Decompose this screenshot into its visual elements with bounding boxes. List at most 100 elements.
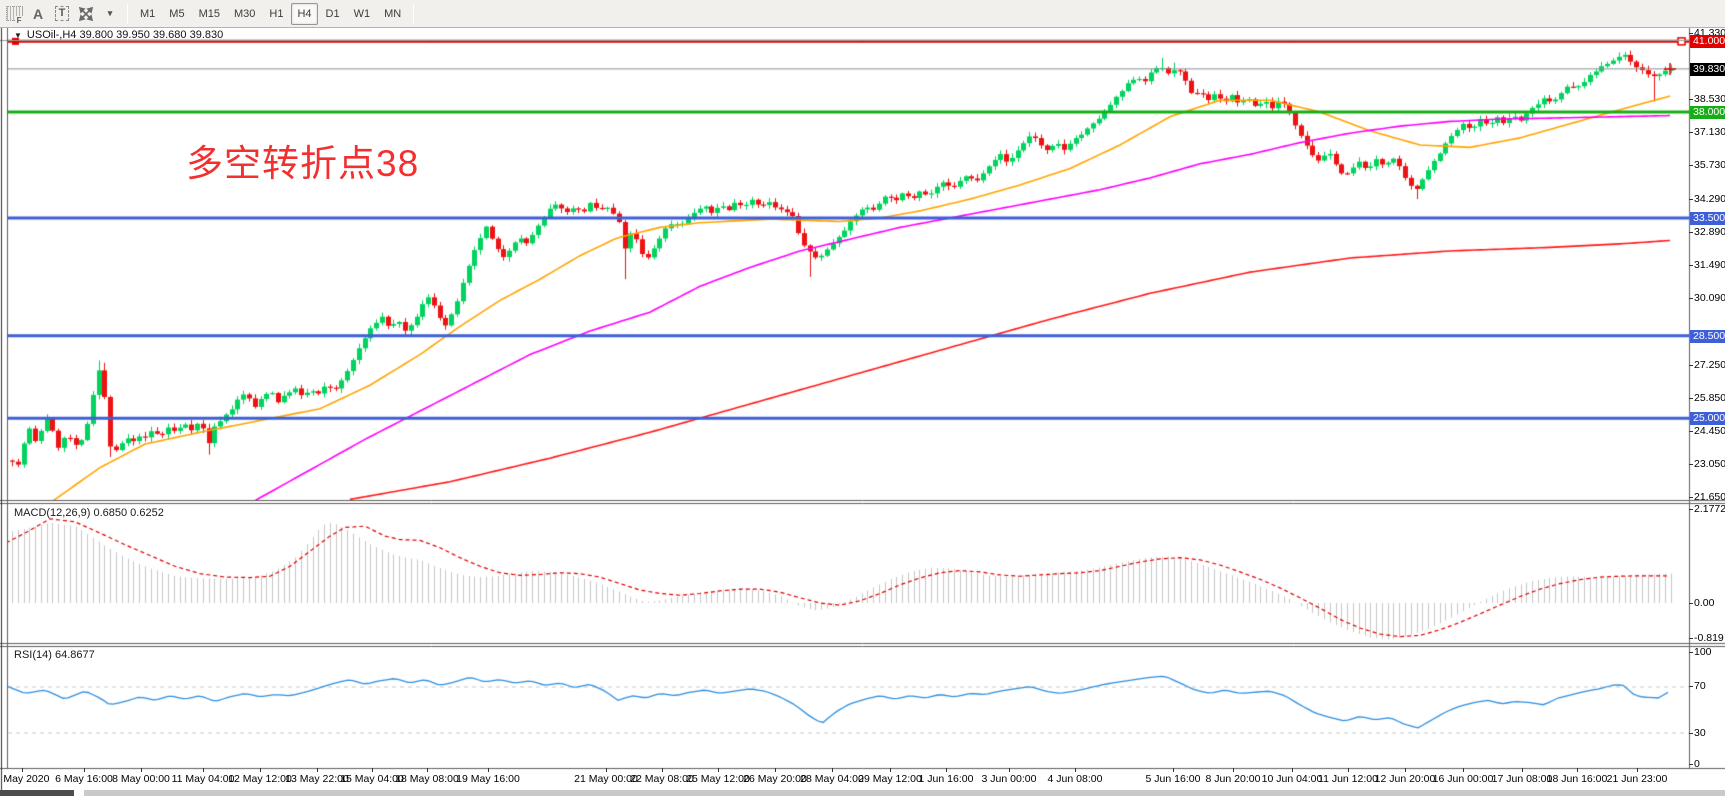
- price-tick-24.450: 24.450: [1694, 425, 1725, 437]
- time-label: 18 May 08:00: [395, 773, 459, 785]
- time-label: 25 May 12:00: [686, 773, 750, 785]
- time-tick: [662, 768, 663, 772]
- price-tick-35.730: 35.730: [1694, 159, 1725, 171]
- time-tick: [718, 768, 719, 772]
- macd-tick-0.00-dash: [1689, 603, 1693, 604]
- time-label: 18 Jun 16:00: [1546, 773, 1608, 785]
- time-tick: [775, 768, 776, 772]
- text-box-icon[interactable]: T: [51, 3, 73, 25]
- time-tick: [1577, 768, 1578, 772]
- time-label: 13 May 22:00: [285, 773, 349, 785]
- chart-title[interactable]: ▼ USOil-,H4 39.800 39.950 39.680 39.830: [14, 29, 223, 41]
- time-label: 17 Jun 08:00: [1491, 773, 1553, 785]
- rsi-tick-0-dash: [1689, 764, 1693, 765]
- timeframe-button-w1[interactable]: W1: [353, 7, 371, 20]
- price-badge-28.500: 28.500: [1690, 329, 1725, 343]
- symbol-ohlc-text: USOil-,H4 39.800 39.950 39.680 39.830: [26, 29, 224, 41]
- timeframe-button-m1[interactable]: M1: [140, 7, 156, 20]
- time-tick: [890, 768, 891, 772]
- time-tick: [1463, 768, 1464, 772]
- price-badge-39.830: 39.830: [1690, 62, 1725, 76]
- price-tick-32.890: 32.890: [1694, 226, 1725, 238]
- price-tick-38.530: 38.530: [1694, 93, 1725, 105]
- time-label: 11 May 04:00: [171, 773, 235, 785]
- time-label: 16 Jun 00:00: [1432, 773, 1494, 785]
- timeframe-group: M1 M5 M15 M30 H1 H4 D1 W1 MN: [133, 2, 408, 25]
- rsi-tick-70: 70: [1694, 680, 1706, 692]
- chart-collapse-icon[interactable]: ▼: [14, 31, 22, 40]
- macd-tick--0.819-dash: [1689, 638, 1693, 639]
- time-label: 10 Jun 04:00: [1261, 773, 1323, 785]
- chart-canvas[interactable]: [0, 28, 1725, 796]
- macd-tick-0.00: 0.00: [1694, 597, 1715, 609]
- price-tick-23.050-dash: [1689, 464, 1693, 465]
- time-tick: [84, 768, 85, 772]
- time-axis[interactable]: 5 May 2020 6 May 16:00 8 May 00:00 11 May 0…: [0, 768, 1725, 796]
- price-tick-41.330: 41.330: [1694, 28, 1725, 39]
- toolbar-separator: [127, 3, 128, 24]
- rsi-tick-70-dash: [1689, 686, 1693, 687]
- timeframe-button-m30[interactable]: M30: [233, 7, 256, 20]
- price-tick-34.290: 34.290: [1694, 193, 1725, 205]
- toolbar: F A T ▾ M1 M5 M15 M30 H1 H4 D1 W1 MN: [0, 0, 1725, 28]
- toolbar-separator: [413, 3, 415, 24]
- time-tick: [427, 768, 428, 772]
- time-label: 5 Jun 16:00: [1145, 773, 1201, 785]
- price-tick-24.450-dash: [1689, 431, 1693, 432]
- time-label: 11 Jun 12:00: [1318, 773, 1378, 785]
- timeframe-button-d1[interactable]: D1: [325, 7, 340, 20]
- price-tick-23.050: 23.050: [1694, 458, 1725, 470]
- horizontal-scrollbar-track[interactable]: [0, 790, 1725, 796]
- time-label: 12 Jun 20:00: [1374, 773, 1436, 785]
- price-tick-25.850: 25.850: [1694, 392, 1725, 404]
- macd-tick-2.1772: 2.1772: [1694, 503, 1725, 515]
- dropdown-caret-icon[interactable]: ▾: [107, 8, 113, 18]
- rsi-indicator-label: RSI(14) 64.8677: [14, 649, 95, 661]
- chart-annotation-text[interactable]: 多空转折点38: [186, 143, 420, 184]
- time-tick: [946, 768, 947, 772]
- text-label-icon[interactable]: A: [32, 5, 44, 22]
- price-tick-38.530-dash: [1689, 99, 1693, 100]
- horizontal-scrollbar-thumb[interactable]: [0, 790, 74, 796]
- price-tick-34.290-dash: [1689, 199, 1693, 200]
- time-tick: [372, 768, 373, 772]
- timeframe-button-h4[interactable]: H4: [291, 2, 318, 25]
- time-tick: [260, 768, 261, 772]
- rsi-tick-30: 30: [1694, 727, 1706, 739]
- price-tick-37.130-dash: [1689, 132, 1693, 133]
- price-tick-41.330-dash: [1689, 33, 1693, 34]
- time-tick: [832, 768, 833, 772]
- price-badge-33.500: 33.500: [1690, 211, 1725, 225]
- price-tick-31.490-dash: [1689, 265, 1693, 266]
- price-tick-35.730-dash: [1689, 165, 1693, 166]
- price-tick-30.090-dash: [1689, 298, 1693, 299]
- macd-tick-2.1772-dash: [1689, 509, 1693, 510]
- time-tick: [606, 768, 607, 772]
- timeframe-button-m15[interactable]: M15: [198, 7, 220, 20]
- price-tick-21.650-dash: [1689, 497, 1693, 498]
- move-arrows-icon[interactable]: [75, 3, 97, 25]
- macd-tick--0.819: -0.819: [1694, 632, 1724, 644]
- timeframe-button-h1[interactable]: H1: [269, 7, 284, 20]
- timeframe-button-mn[interactable]: MN: [384, 7, 402, 20]
- price-axis[interactable]: 41.330 38.530 37.130 35.730 34.290 32.890 31.4…: [1689, 28, 1725, 796]
- price-badge-41.000: 41.000: [1690, 34, 1725, 48]
- price-tick-21.650: 21.650: [1694, 491, 1725, 503]
- timeframe-button-m5[interactable]: M5: [169, 7, 185, 20]
- time-label: 26 May 20:00: [743, 773, 807, 785]
- price-tick-27.250-dash: [1689, 365, 1693, 366]
- price-tick-27.250: 27.250: [1694, 359, 1725, 371]
- move-arrows-icon-svg: [78, 6, 94, 21]
- price-tick-37.130: 37.130: [1694, 126, 1725, 138]
- grid-f-icon[interactable]: F: [3, 3, 25, 25]
- time-tick: [1637, 768, 1638, 772]
- rsi-tick-100: 100: [1694, 646, 1712, 658]
- time-tick: [1405, 768, 1406, 772]
- time-tick: [1075, 768, 1076, 772]
- time-label: 29 May 12:00: [858, 773, 922, 785]
- time-tick: [22, 768, 23, 772]
- chart-window: ▼ USOil-,H4 39.800 39.950 39.680 39.830 多…: [0, 28, 1725, 796]
- rsi-tick-100-dash: [1689, 652, 1693, 653]
- time-tick: [1009, 768, 1010, 772]
